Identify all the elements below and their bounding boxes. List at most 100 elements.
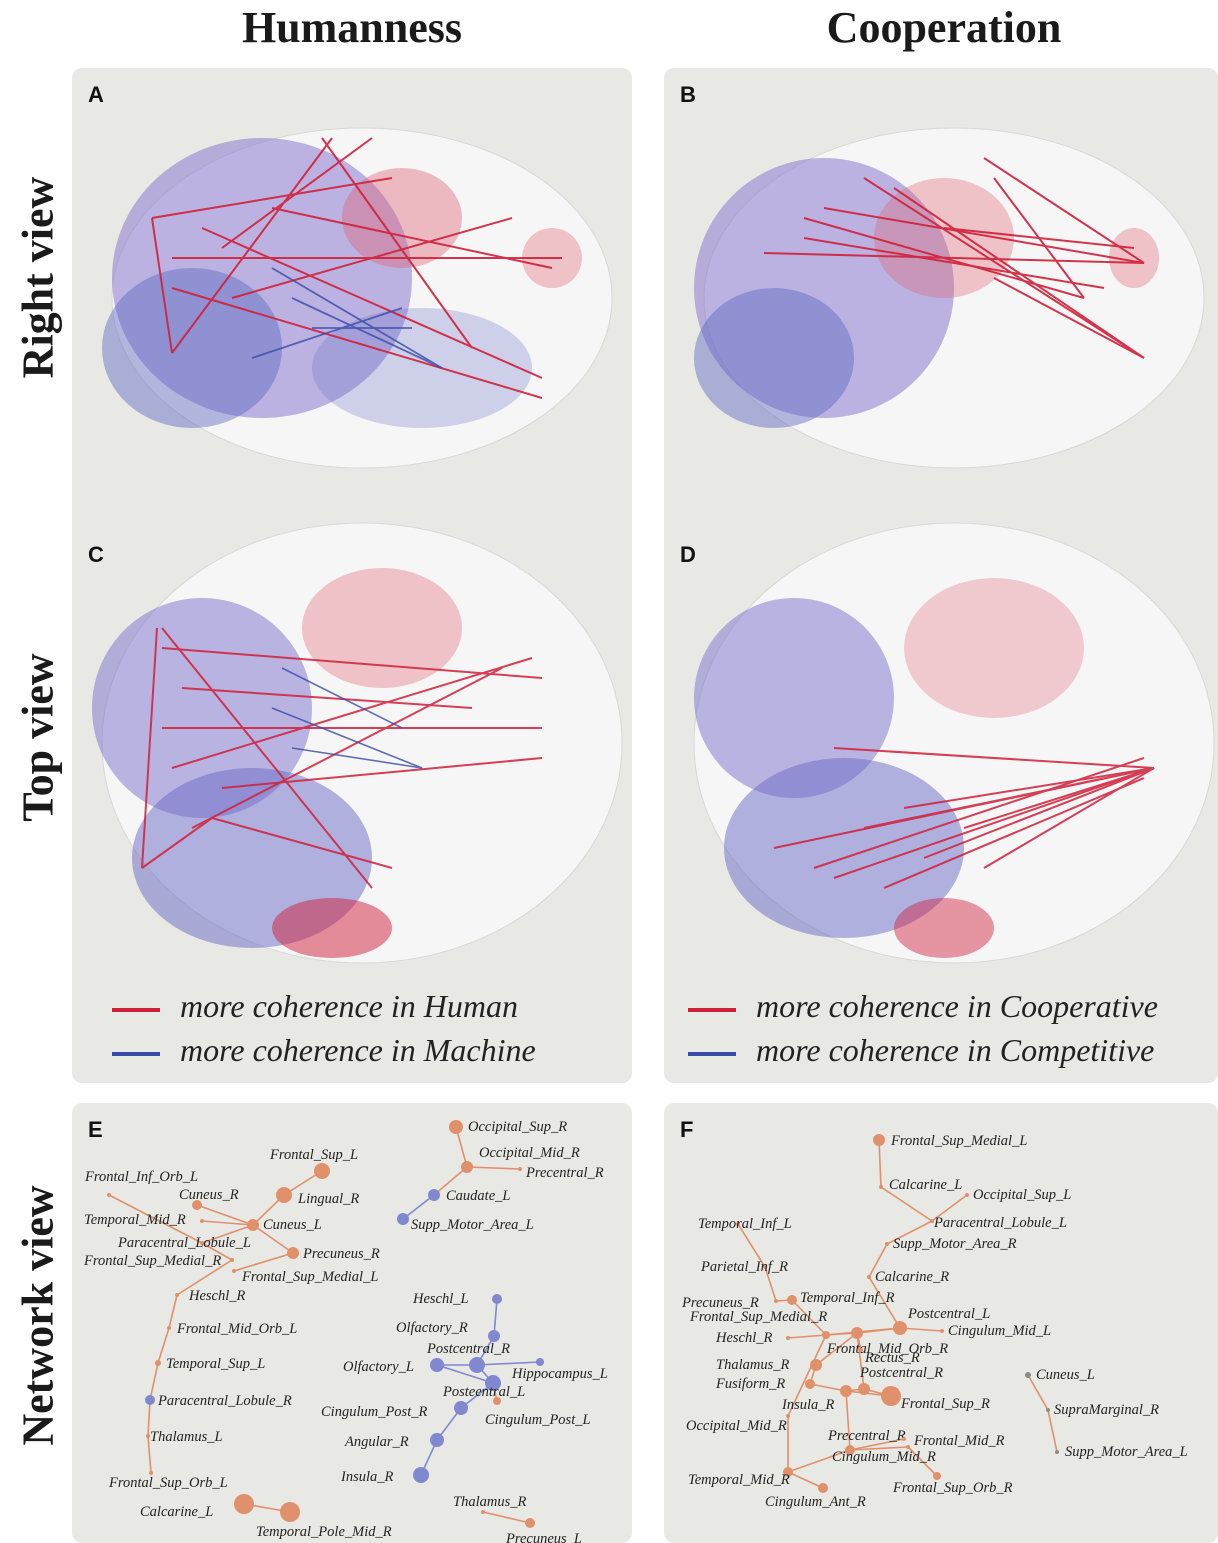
network-node — [149, 1471, 153, 1475]
column-title-cooperation: Cooperation — [826, 3, 1062, 52]
network-edge — [878, 1139, 882, 1188]
row-title-right-view: Right view — [13, 176, 63, 379]
network-edge — [201, 1242, 233, 1261]
network-node-label: Frontal_Sup_Medial_R — [83, 1253, 221, 1269]
network-node — [885, 1242, 889, 1246]
network-node-label: Postcentral_L — [907, 1306, 990, 1322]
network-node — [493, 1397, 501, 1405]
network-node — [469, 1357, 485, 1373]
network-node-label: Cuneus_R — [179, 1187, 239, 1203]
network-node-label: Olfactory_R — [396, 1320, 468, 1336]
row-title-network-view: Network view — [13, 1185, 63, 1446]
network-node-label: Cuneus_L — [1036, 1367, 1095, 1383]
network-node — [822, 1331, 830, 1339]
network-node — [397, 1213, 409, 1225]
network-graph-F: Frontal_Sup_Medial_L Calcarine_L Occipital… — [681, 1133, 1188, 1510]
network-edge — [168, 1294, 178, 1329]
panel-label-D: D — [680, 542, 696, 567]
network-node-label: Frontal_Mid_R — [913, 1433, 1005, 1449]
legend-text-cooperative: more coherence in Cooperative — [756, 988, 1158, 1024]
network-node — [518, 1167, 522, 1171]
network-edge — [868, 1243, 888, 1278]
legend-text-machine: more coherence in Machine — [180, 1032, 536, 1068]
network-node-label: Heschl_L — [412, 1291, 469, 1307]
network-node-label: Heschl_R — [715, 1330, 773, 1346]
network-node — [232, 1269, 236, 1273]
network-edge — [1027, 1374, 1049, 1411]
network-node-label: Frontal_Inf_Orb_L — [84, 1169, 198, 1185]
network-node — [454, 1401, 468, 1415]
network-node-label: Temporal_Mid_R — [84, 1212, 186, 1228]
network-edge — [201, 1224, 254, 1244]
network-node — [428, 1189, 440, 1201]
network-node — [107, 1193, 111, 1197]
panel-humanness-brain: A C more coherence in Human more coheren… — [72, 68, 632, 1083]
network-node — [786, 1336, 790, 1340]
network-graph-E: Frontal_Sup_L Frontal_Inf_Orb_L Cuneus_R Li… — [83, 1119, 608, 1543]
network-edge — [856, 1332, 865, 1390]
network-edge — [886, 1220, 933, 1245]
network-node — [873, 1134, 885, 1146]
network-node — [840, 1385, 852, 1397]
network-edge — [1047, 1409, 1058, 1453]
brain-activation-red-D — [904, 578, 1084, 718]
network-edge — [493, 1298, 498, 1337]
network-node — [859, 1348, 863, 1352]
network-edge — [402, 1194, 435, 1220]
network-node-label: Frontal_Sup_Orb_R — [892, 1480, 1013, 1496]
legend-text-competitive: more coherence in Competitive — [756, 1032, 1155, 1068]
network-edge — [787, 1334, 827, 1339]
legend-red-line — [112, 1007, 160, 1012]
panel-network-cooperation: F Frontal_Sup_Medial_L Calcarine_L Occipit… — [664, 1103, 1218, 1543]
network-node-label: Calcarine_R — [875, 1269, 949, 1285]
network-node-label: Supp_Motor_Area_L — [411, 1217, 534, 1233]
network-node — [481, 1510, 485, 1514]
network-node-label: Frontal_Sup_Medial_L — [241, 1269, 378, 1285]
coherence-lines-blue-A — [251, 267, 443, 369]
network-node — [247, 1219, 259, 1231]
network-node-label: Cuneus_L — [263, 1217, 322, 1233]
network-node — [492, 1294, 502, 1304]
brain-figure-cooperation — [693, 127, 1215, 964]
network-node — [167, 1326, 171, 1330]
network-node — [810, 1359, 822, 1371]
network-edge — [176, 1259, 233, 1296]
network-node — [230, 1258, 234, 1262]
network-node-label: Precuneus_L — [505, 1531, 582, 1543]
network-node-label: Paracentral_Lobule_L — [117, 1235, 251, 1251]
network-edge — [809, 1383, 847, 1392]
network-edge — [845, 1390, 851, 1451]
network-edge — [108, 1194, 203, 1244]
panel-cooperation-brain: B D more coherence in Cooperative more c… — [664, 68, 1218, 1083]
coherence-lines-red-A — [151, 137, 562, 399]
network-edge — [931, 1194, 968, 1222]
network-edge — [880, 1186, 933, 1222]
network-edge — [907, 1446, 938, 1477]
coherence-lines-red-C — [141, 627, 543, 889]
network-node — [805, 1379, 815, 1389]
network-edge — [147, 1399, 151, 1437]
network-node-label: Temporal_Sup_L — [166, 1356, 265, 1372]
network-node — [192, 1200, 202, 1210]
brain-activation-blue-C — [92, 598, 312, 818]
network-node — [818, 1483, 828, 1493]
network-edge — [196, 1204, 254, 1226]
network-node-label: Occipital_Sup_R — [468, 1119, 567, 1135]
network-edge — [849, 1438, 905, 1451]
network-node — [430, 1433, 444, 1447]
legend-humanness: more coherence in Human more coherence i… — [112, 984, 536, 1072]
network-node — [276, 1187, 292, 1203]
network-node-label: Frontal_Sup_Orb_L — [108, 1475, 228, 1491]
network-node-label: Frontal_Mid_Orb_L — [176, 1321, 297, 1337]
network-node — [881, 1386, 901, 1406]
network-node-label: Frontal_Sup_L — [269, 1147, 358, 1163]
network-node — [536, 1358, 544, 1366]
network-node — [867, 1275, 871, 1279]
legend-cooperation: more coherence in Cooperative more coher… — [688, 984, 1158, 1072]
network-edge — [856, 1327, 901, 1334]
network-edge — [436, 1364, 494, 1384]
network-node — [902, 1437, 906, 1441]
network-node-label: Cingulum_Ant_R — [765, 1494, 866, 1510]
network-node-label: Parietal_Inf_R — [700, 1259, 788, 1275]
network-node — [146, 1434, 150, 1438]
